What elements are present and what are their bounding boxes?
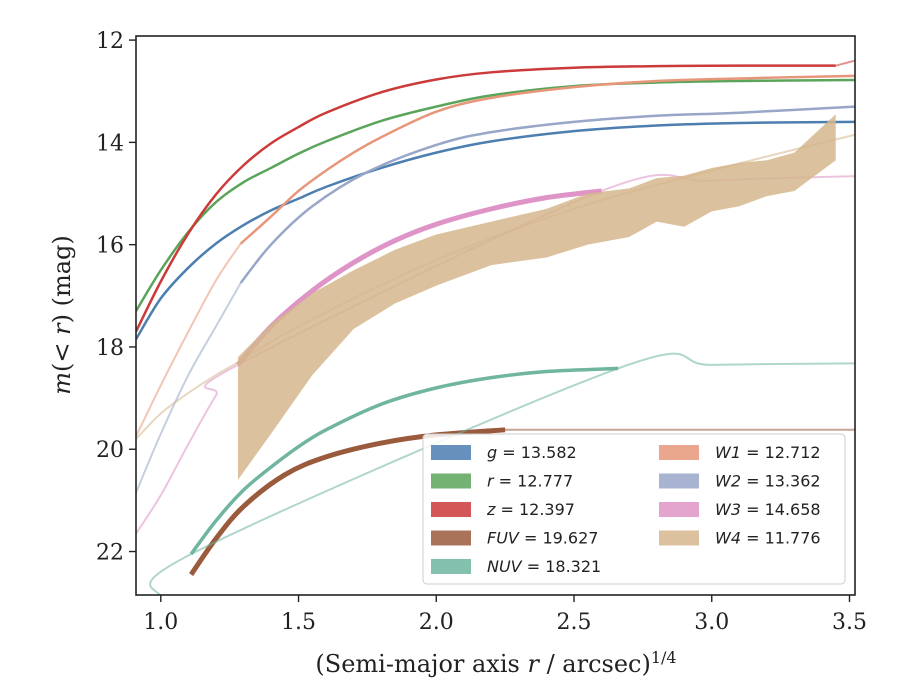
legend-box bbox=[422, 433, 846, 585]
legend-swatch bbox=[659, 473, 699, 489]
legend-item-z: z = 12.397 bbox=[431, 500, 575, 519]
y-tick-label: 12 bbox=[96, 29, 124, 54]
legend: g = 13.582 r = 12.777 z = 12.397 FUV = 19.6… bbox=[422, 433, 846, 585]
y-tick-label: 16 bbox=[96, 234, 124, 259]
y-axis: 12 14 16 18 20 22 bbox=[96, 29, 136, 566]
legend-swatch bbox=[659, 530, 699, 546]
legend-item-r: r = 12.777 bbox=[431, 472, 573, 491]
legend-item-g: g = 13.582 bbox=[431, 443, 577, 462]
legend-swatch bbox=[431, 559, 471, 574]
series-nuv bbox=[149, 352, 855, 595]
series-w2 bbox=[136, 105, 855, 494]
series-band bbox=[237, 114, 836, 480]
series-r bbox=[136, 78, 855, 312]
series-line bbox=[136, 120, 855, 340]
legend-label: W2 = 13.362 bbox=[715, 472, 821, 491]
x-tick-label: 1.0 bbox=[143, 610, 178, 635]
x-tick-label: 3.5 bbox=[832, 610, 867, 635]
x-tick-label: 2.5 bbox=[557, 610, 592, 635]
legend-item-w1: W1 = 12.712 bbox=[659, 443, 821, 462]
plot-frame bbox=[135, 35, 856, 596]
legend-label: W1 = 12.712 bbox=[715, 443, 821, 462]
series-w1 bbox=[136, 74, 855, 438]
x-tick-label: 2.0 bbox=[419, 610, 454, 635]
y-tick-label: 14 bbox=[96, 131, 124, 156]
x-axis: 1.0 1.5 2.0 2.5 3.0 3.5 bbox=[143, 595, 867, 635]
legend-label: z = 12.397 bbox=[486, 500, 575, 519]
series-faint-line bbox=[136, 242, 242, 438]
legend-item-w3: W3 = 14.658 bbox=[659, 500, 821, 519]
legend-swatch bbox=[431, 502, 471, 517]
series-z bbox=[136, 59, 855, 333]
legend-swatch bbox=[659, 445, 699, 460]
legend-swatch bbox=[659, 502, 699, 517]
series-line bbox=[136, 64, 836, 333]
x-tick-label: 1.5 bbox=[281, 610, 316, 635]
y-tick-label: 18 bbox=[96, 336, 124, 361]
legend-label: FUV = 19.627 bbox=[487, 529, 598, 548]
legend-swatch bbox=[431, 530, 471, 546]
series-faint-line bbox=[834, 59, 855, 67]
x-tick-label: 3.0 bbox=[694, 610, 729, 635]
legend-label: W3 = 14.658 bbox=[715, 500, 821, 519]
legend-swatch bbox=[431, 445, 471, 460]
series-w4 bbox=[136, 114, 855, 480]
legend-label: r = 12.777 bbox=[487, 472, 573, 491]
legend-label: NUV = 18.321 bbox=[487, 557, 601, 576]
legend-item-nuv: NUV = 18.321 bbox=[431, 557, 601, 576]
series-line bbox=[239, 74, 855, 245]
legend-label: g = 13.582 bbox=[487, 443, 577, 462]
legend-label: W4 = 11.776 bbox=[715, 529, 821, 548]
legend-swatch bbox=[431, 473, 471, 489]
legend-item-w2: W2 = 13.362 bbox=[659, 472, 821, 491]
series-faint-line bbox=[149, 352, 855, 595]
plot-area bbox=[136, 59, 855, 595]
series-faint-line bbox=[136, 282, 242, 494]
series-line bbox=[239, 105, 855, 284]
y-tick-label: 22 bbox=[96, 541, 124, 566]
series-line bbox=[136, 78, 855, 312]
series-g bbox=[136, 120, 855, 340]
y-tick-label: 20 bbox=[96, 438, 124, 463]
series-line bbox=[189, 366, 619, 556]
legend-item-fuv: FUV = 19.627 bbox=[431, 529, 598, 548]
legend-item-w4: W4 = 11.776 bbox=[659, 529, 821, 548]
x-axis-label: (Semi-major axis r / arcsec)1/4 bbox=[315, 648, 676, 679]
y-axis-label: m(< r) (mag) bbox=[48, 235, 76, 395]
